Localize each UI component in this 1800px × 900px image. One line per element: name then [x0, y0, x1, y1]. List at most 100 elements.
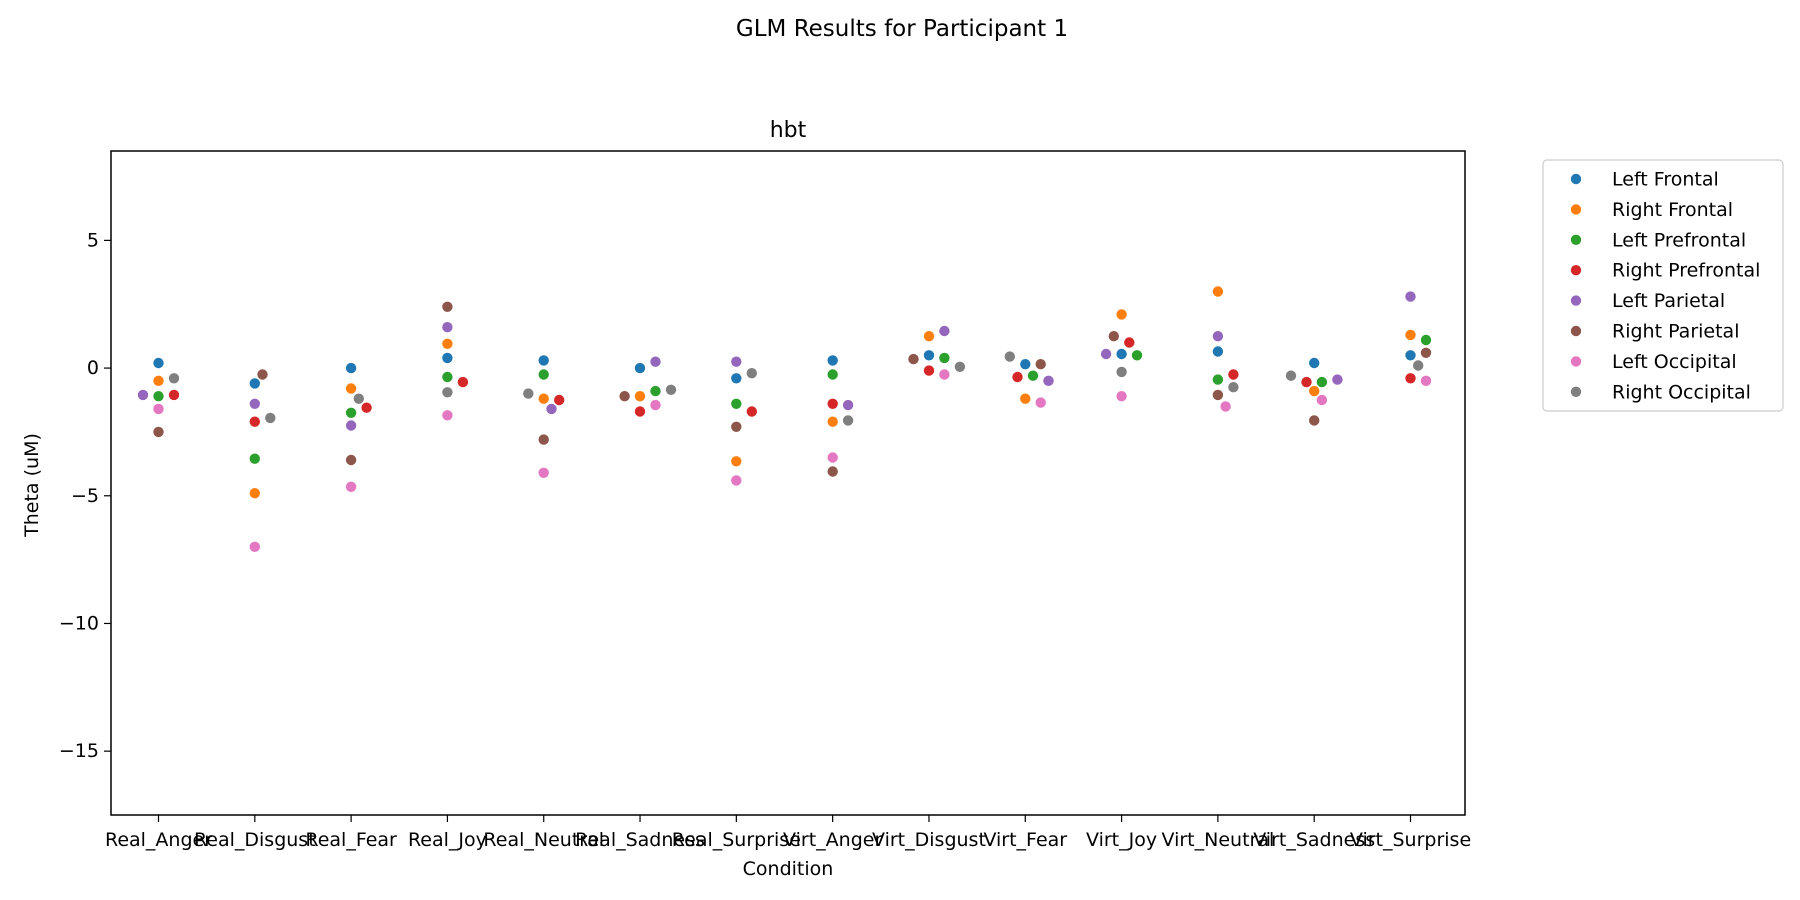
data-point: [923, 365, 935, 376]
data-point: [153, 403, 164, 415]
data-point: [249, 416, 260, 427]
data-point: [153, 375, 164, 386]
data-point: [457, 376, 469, 388]
data-point: [827, 369, 838, 380]
x-tick-label: Virt_Disgust: [872, 829, 986, 851]
y-axis-label: Theta (uM): [21, 433, 43, 538]
data-point: [842, 415, 854, 426]
data-point: [1316, 394, 1328, 406]
data-point: [153, 357, 164, 369]
x-tick-label: Virt_Surprise: [1350, 829, 1471, 851]
data-point: [1332, 374, 1343, 385]
data-point: [1020, 359, 1031, 370]
data-point: [538, 434, 549, 445]
legend-label: Left Occipital: [1612, 351, 1737, 373]
data-point: [249, 488, 260, 499]
x-tick-label: Real_Sadness: [575, 829, 705, 851]
data-point: [153, 426, 164, 438]
data-point: [1131, 350, 1143, 361]
data-point: [827, 398, 838, 409]
x-tick-label: Real_Anger: [105, 829, 212, 851]
data-point: [1316, 376, 1328, 388]
x-tick-label: Real_Joy: [408, 829, 487, 851]
chart-title: hbt: [770, 118, 807, 143]
axes-frame: [110, 150, 1466, 816]
x-tick-label: Real_Fear: [305, 829, 397, 851]
data-point: [939, 369, 950, 380]
data-point: [1116, 309, 1127, 320]
data-point: [1004, 351, 1015, 362]
x-tick-label: Real_Surprise: [672, 829, 801, 851]
data-point: [1420, 347, 1432, 358]
figure-suptitle: GLM Results for Participant 1: [736, 16, 1068, 42]
data-point: [650, 399, 661, 411]
legend-label: Right Prefrontal: [1612, 260, 1760, 282]
data-point: [153, 391, 164, 402]
data-point: [1124, 337, 1135, 348]
legend-label: Right Frontal: [1612, 199, 1733, 221]
data-point: [939, 325, 950, 337]
legend-marker: [1570, 204, 1582, 215]
legend-marker: [1570, 265, 1582, 276]
data-point: [1420, 334, 1432, 346]
data-point: [538, 355, 549, 366]
data-point: [168, 389, 180, 401]
data-point: [1116, 348, 1127, 360]
legend-marker: [1570, 295, 1582, 306]
data-point: [345, 454, 357, 466]
data-point: [1035, 397, 1046, 408]
legend-label: Left Prefrontal: [1612, 229, 1746, 251]
data-point: [1027, 370, 1039, 381]
data-point: [345, 481, 357, 492]
data-point: [939, 352, 950, 364]
data-point: [1116, 366, 1127, 378]
data-point: [650, 385, 661, 397]
data-point: [923, 331, 935, 342]
y-tick-label: −5: [71, 485, 99, 507]
data-point: [827, 355, 838, 366]
data-point: [538, 369, 549, 380]
legend-marker: [1570, 173, 1582, 185]
y-tick-label: 5: [87, 229, 99, 251]
data-point: [1108, 331, 1120, 342]
data-point: [731, 421, 742, 432]
data-point: [1212, 331, 1224, 342]
data-point: [746, 406, 757, 417]
data-point: [1212, 346, 1224, 357]
data-point: [746, 368, 757, 379]
data-point: [265, 412, 276, 424]
legend-label: Right Parietal: [1612, 321, 1739, 343]
data-point: [249, 398, 260, 409]
data-point: [249, 453, 260, 464]
y-tick-label: 0: [87, 357, 99, 379]
data-point: [442, 410, 453, 421]
x-axis-label: Condition: [743, 858, 834, 880]
data-point: [634, 391, 646, 402]
y-tick-label: −10: [59, 612, 99, 634]
y-axis: 5 0 −5 −10 −15: [59, 229, 111, 762]
legend-marker: [1570, 325, 1582, 337]
data-point: [1309, 385, 1320, 397]
data-point: [1413, 360, 1424, 371]
legend-label: Left Parietal: [1612, 290, 1725, 312]
legend-marker: [1570, 386, 1582, 397]
x-tick-label: Virt_Sadness: [1253, 829, 1375, 851]
data-point: [523, 388, 534, 399]
x-tick-label: Virt_Joy: [1086, 829, 1157, 851]
legend-label: Left Frontal: [1612, 169, 1719, 191]
data-point: [1405, 373, 1416, 384]
data-point: [665, 384, 677, 395]
data-point: [1228, 382, 1239, 393]
data-point: [1285, 370, 1297, 381]
x-tick-label: Virt_Fear: [983, 829, 1067, 851]
data-point: [1116, 391, 1127, 402]
data-point: [1420, 375, 1432, 386]
data-point: [650, 356, 661, 367]
data-point: [442, 338, 453, 349]
data-point: [731, 456, 742, 467]
legend-marker: [1570, 356, 1582, 367]
data-point: [345, 383, 357, 394]
data-point: [923, 350, 935, 361]
